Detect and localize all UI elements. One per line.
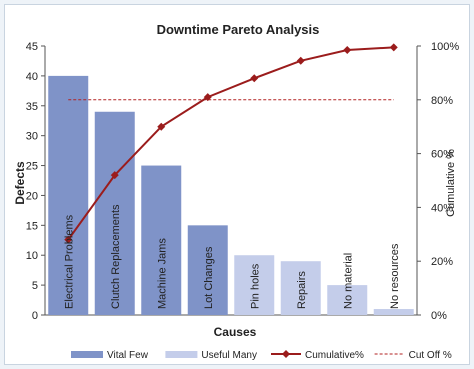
legend-label: Cut Off %	[409, 350, 452, 361]
legend-useful-many: Useful Many	[165, 350, 257, 361]
useful-many-bar	[327, 285, 368, 315]
y-tick-label: 45	[26, 41, 38, 53]
y2-tick-label: 100%	[431, 41, 459, 53]
y-tick-label: 40	[26, 71, 38, 83]
cumulative-point	[203, 93, 212, 102]
useful-many-bar	[373, 309, 414, 315]
x-axis-title: Causes	[214, 325, 257, 339]
category-label: No resources	[389, 243, 401, 309]
cumulative-line	[67, 46, 394, 241]
legend-marker	[282, 350, 290, 358]
chart-title: Downtime Pareto Analysis	[157, 22, 320, 37]
category-label: Machine Jams	[156, 238, 168, 309]
cumulative-point	[64, 235, 73, 244]
legend: Vital Few Useful Many Cumulative% Cut Off %	[71, 350, 452, 361]
useful-many-bar	[280, 261, 321, 315]
useful-many-bar	[234, 255, 275, 315]
y2-tick-label: 60%	[431, 149, 453, 161]
vital-few-bar	[187, 225, 228, 315]
y-tick-label: 10	[26, 250, 38, 262]
category-label: Clutch Replacements	[110, 204, 122, 309]
category-label: Pin holes	[249, 263, 261, 309]
cumulative-point	[296, 56, 305, 65]
pareto-chart: Downtime Pareto Analysis Causes Defects …	[13, 22, 460, 361]
y2-tick-label: 40%	[431, 202, 453, 214]
legend-cut-off: Cut Off %	[374, 350, 452, 361]
y2-tick-label: 20%	[431, 256, 453, 268]
chart-frame: Downtime Pareto Analysis Causes Defects …	[4, 4, 470, 365]
cumulative-point	[250, 74, 259, 83]
y-tick-label: 30	[26, 131, 38, 143]
vital-few-bar	[94, 111, 135, 315]
cumulative-point	[343, 46, 352, 55]
y2-axis-title: Cumulative %	[445, 149, 457, 217]
y-tick-label: 35	[26, 101, 38, 113]
legend-label: Useful Many	[201, 350, 257, 361]
y2-tick-label: 0%	[431, 310, 447, 322]
category-label: Lot Changes	[203, 246, 215, 309]
plot-area: 0 5 10 15 20 25 30 35 40 45 0% 20% 40% 60% 80% 100% Elec…	[26, 41, 460, 322]
legend-label: Vital Few	[107, 350, 149, 361]
vital-few-bar	[48, 75, 89, 315]
cumulative-point	[389, 43, 398, 52]
cumulative-point	[157, 122, 166, 131]
category-label: No material	[342, 253, 354, 309]
vital-few-bar	[141, 165, 182, 315]
y2-tick-label: 80%	[431, 95, 453, 107]
y-tick-label: 0	[32, 310, 38, 322]
y-tick-label: 20	[26, 190, 38, 202]
legend-swatch	[165, 351, 198, 358]
y-tick-label: 5	[32, 280, 38, 292]
category-label: Repairs	[296, 271, 308, 309]
y-tick-label: 15	[26, 220, 38, 232]
y-tick-label: 25	[26, 161, 38, 173]
legend-label: Cumulative%	[305, 350, 364, 361]
legend-vital-few: Vital Few	[71, 350, 149, 361]
category-label: Electrical Problems	[63, 214, 75, 309]
legend-swatch	[71, 351, 103, 358]
cumulative-point	[110, 171, 119, 180]
y-axis-title: Defects	[13, 161, 27, 205]
legend-cumulative: Cumulative%	[271, 350, 364, 361]
